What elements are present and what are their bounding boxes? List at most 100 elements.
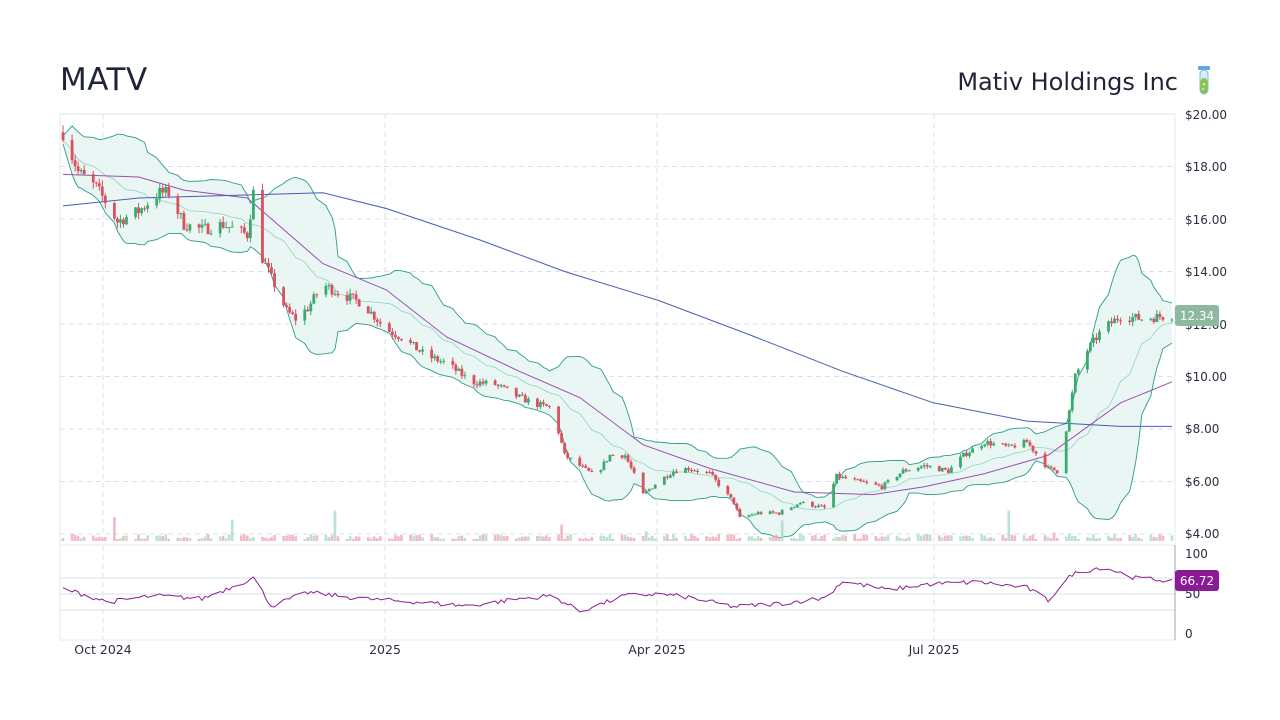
candle-body xyxy=(1116,319,1119,321)
candle-body xyxy=(524,395,527,402)
volume-bar xyxy=(905,539,908,541)
candle-body xyxy=(778,513,781,515)
volume-bar xyxy=(802,535,805,541)
volume-bar xyxy=(252,537,255,541)
candle-body xyxy=(328,285,331,286)
candle-body xyxy=(802,502,805,503)
volume-bar xyxy=(627,537,630,541)
volume-bar xyxy=(1156,537,1159,541)
volume-bar xyxy=(461,536,464,541)
candle-body xyxy=(412,342,415,343)
candle-body xyxy=(249,219,252,238)
volume-bar xyxy=(1150,535,1153,541)
volume-bar xyxy=(959,536,962,541)
candle-body xyxy=(1001,443,1004,444)
candle-body xyxy=(515,388,518,397)
candle-body xyxy=(666,477,669,478)
volume-bar xyxy=(355,536,358,541)
volume-bar xyxy=(992,538,995,541)
volume-bar xyxy=(875,536,878,541)
candle-body xyxy=(606,461,609,462)
volume-bar xyxy=(464,538,467,541)
volume-bar xyxy=(1119,538,1122,541)
candle-body xyxy=(630,462,633,468)
candle-body xyxy=(158,188,161,199)
volume-bar xyxy=(240,535,243,541)
volume-bar xyxy=(1008,510,1011,541)
volume-bar xyxy=(633,538,636,541)
candle-body xyxy=(696,471,699,472)
candle-body xyxy=(1095,338,1098,340)
volume-bar xyxy=(651,536,654,541)
candle-body xyxy=(838,474,841,478)
candle-body xyxy=(273,273,276,287)
candle-body xyxy=(346,295,349,301)
candle-body xyxy=(790,508,793,510)
candle-body xyxy=(814,507,817,508)
volume-bar xyxy=(796,539,799,541)
candle-body xyxy=(485,381,488,384)
candle-body xyxy=(986,441,989,444)
volume-bar xyxy=(754,538,757,541)
candle-body xyxy=(373,312,376,320)
candle-body xyxy=(1053,468,1056,471)
volume-bar xyxy=(306,537,309,541)
candle-body xyxy=(1140,320,1143,321)
volume-bar xyxy=(524,536,527,541)
volume-bar xyxy=(430,534,433,541)
candle-body xyxy=(1110,321,1113,323)
volume-bar xyxy=(1171,535,1174,541)
volume-bar xyxy=(140,539,143,541)
volume-bar xyxy=(612,539,615,541)
volume-bar xyxy=(705,536,708,541)
volume-bar xyxy=(941,537,944,541)
candle-body xyxy=(751,515,754,516)
x-tick: Apr 2025 xyxy=(628,642,685,657)
volume-bar xyxy=(548,537,551,541)
candle-body xyxy=(687,468,690,470)
last-price-label: 12.34 xyxy=(1180,309,1214,323)
candle-body xyxy=(246,233,249,238)
volume-bar xyxy=(856,539,859,541)
volume-bar xyxy=(1011,535,1014,541)
candle-body xyxy=(856,479,859,480)
candle-body xyxy=(1029,442,1032,445)
volume-bar xyxy=(820,536,823,541)
candle-body xyxy=(113,203,116,219)
volume-bar xyxy=(642,536,645,541)
volume-bar xyxy=(557,535,560,541)
volume-bar xyxy=(231,520,234,542)
candle-body xyxy=(433,356,436,358)
candle-body xyxy=(675,471,678,472)
volume-bar xyxy=(569,534,572,541)
volume-bar xyxy=(331,535,334,541)
volume-bar xyxy=(587,539,590,541)
candle-body xyxy=(590,471,593,472)
volume-bar xyxy=(137,534,140,541)
candle-body xyxy=(887,480,890,482)
volume-bar xyxy=(811,536,814,541)
candle-body xyxy=(769,511,772,514)
volume-bar xyxy=(1050,538,1053,541)
volume-bar xyxy=(1116,538,1119,541)
candle-body xyxy=(397,337,400,339)
volume-bar xyxy=(189,538,192,541)
volume-bar xyxy=(1068,534,1071,541)
volume-bar xyxy=(485,535,488,541)
candle-body xyxy=(228,227,231,228)
volume-bar xyxy=(1131,537,1134,541)
volume-bar xyxy=(1026,539,1029,541)
candle-body xyxy=(464,375,467,376)
candle-body xyxy=(599,470,602,472)
candle-body xyxy=(905,470,908,472)
volume-bar xyxy=(1134,534,1137,541)
candle-body xyxy=(781,510,784,514)
candle-body xyxy=(1113,319,1116,324)
candle-body xyxy=(376,320,379,322)
candle-body xyxy=(841,477,844,478)
candle-body xyxy=(222,222,225,228)
candle-body xyxy=(1131,317,1134,322)
volume-bar xyxy=(693,536,696,541)
candle-body xyxy=(421,350,424,352)
volume-bar xyxy=(733,535,736,541)
